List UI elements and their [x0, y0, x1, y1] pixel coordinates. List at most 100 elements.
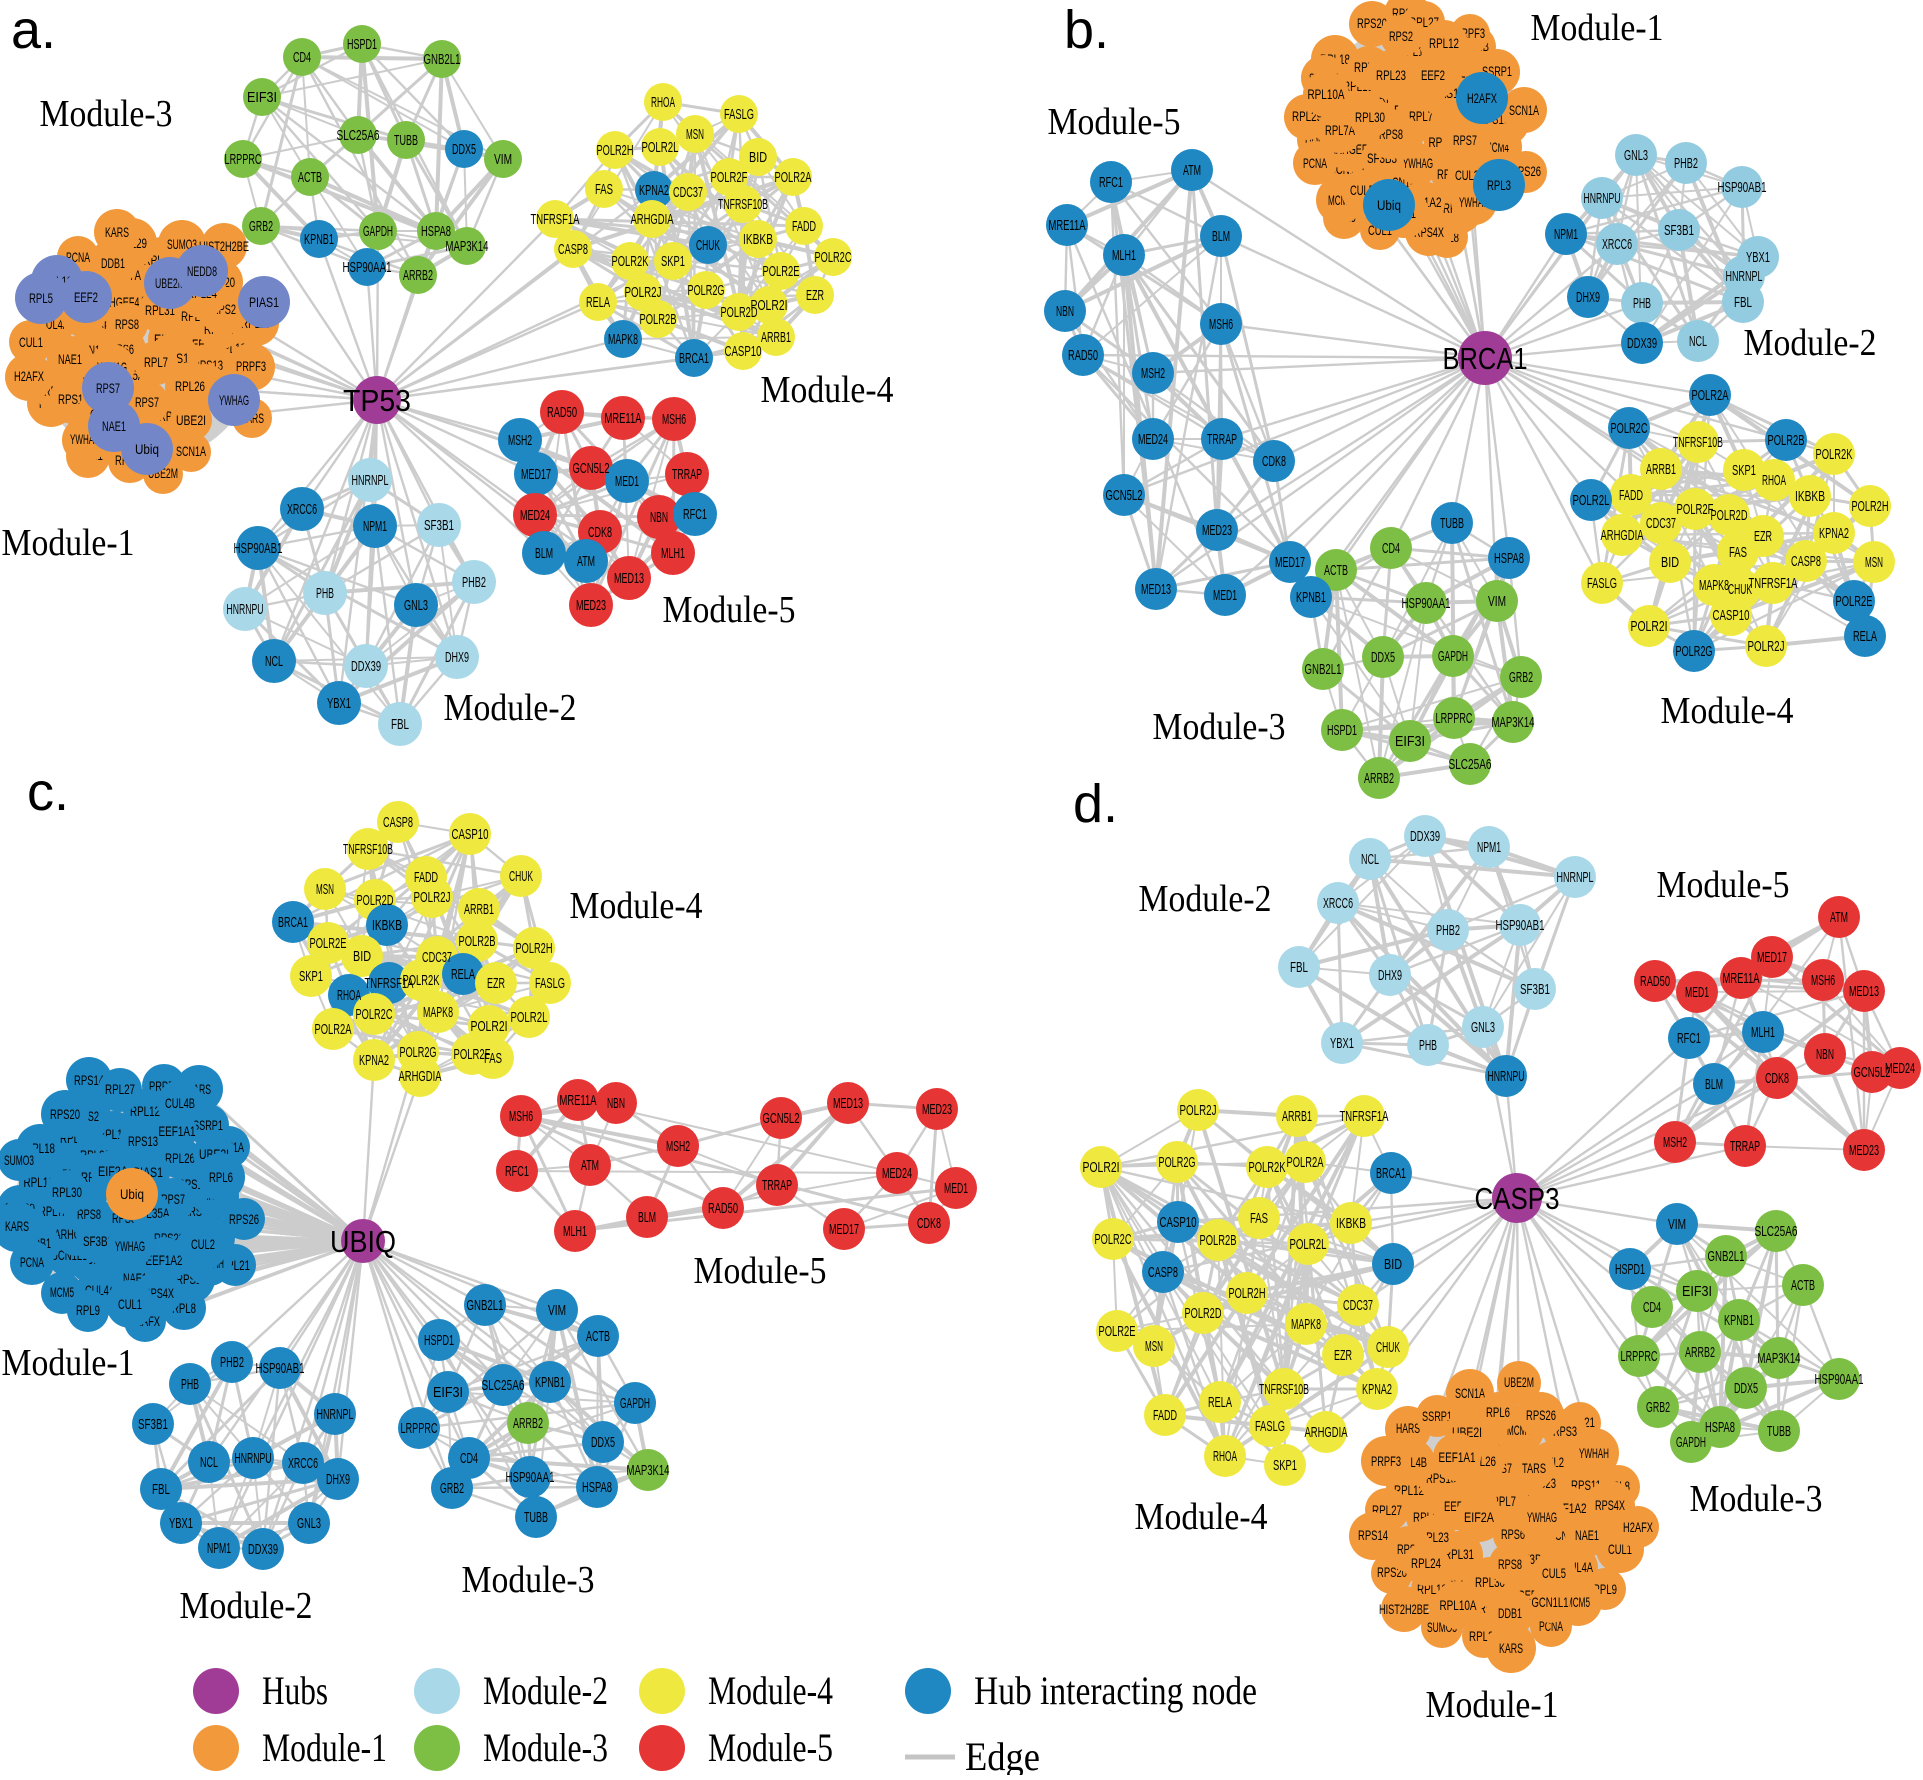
svg-text:MED23: MED23	[1849, 1142, 1879, 1159]
svg-text:ACTB: ACTB	[298, 169, 322, 186]
svg-text:MED13: MED13	[1141, 581, 1171, 598]
svg-text:RPL7: RPL7	[1409, 108, 1433, 124]
svg-text:NCL: NCL	[1689, 333, 1707, 350]
svg-text:RPL9: RPL9	[76, 1302, 100, 1318]
svg-text:TUBB: TUBB	[1767, 1423, 1791, 1440]
svg-text:DDB1: DDB1	[1498, 1605, 1522, 1621]
svg-text:GCN5L2: GCN5L2	[1106, 487, 1143, 504]
svg-text:POLR2D: POLR2D	[1711, 507, 1748, 524]
svg-text:TNFRSF10B: TNFRSF10B	[343, 841, 393, 858]
svg-text:CASP8: CASP8	[558, 241, 588, 258]
svg-text:POLR2D: POLR2D	[1185, 1305, 1222, 1322]
svg-text:EEF2: EEF2	[1421, 67, 1445, 83]
svg-text:MSH2: MSH2	[508, 432, 532, 449]
svg-text:MSH6: MSH6	[1209, 316, 1233, 333]
svg-text:TNFRSF10B: TNFRSF10B	[718, 196, 768, 213]
svg-text:CDK8: CDK8	[1765, 1070, 1789, 1087]
svg-text:Ubiq: Ubiq	[120, 1186, 144, 1202]
svg-text:VIM: VIM	[494, 151, 512, 168]
svg-text:DDX5: DDX5	[452, 141, 476, 158]
svg-text:NAE1: NAE1	[58, 351, 82, 367]
svg-text:CASP10: CASP10	[725, 343, 762, 360]
svg-text:RHOA: RHOA	[337, 987, 361, 1004]
svg-text:NAE1: NAE1	[1575, 1527, 1599, 1543]
svg-text:RHOA: RHOA	[1213, 1448, 1237, 1465]
svg-text:Module-3: Module-3	[462, 1559, 595, 1601]
svg-text:Module-5: Module-5	[708, 1725, 833, 1770]
svg-text:RPL12: RPL12	[1429, 35, 1459, 51]
svg-text:KARS: KARS	[5, 1218, 29, 1234]
svg-text:POLR2G: POLR2G	[400, 1044, 437, 1061]
svg-text:MLH1: MLH1	[1112, 247, 1136, 264]
svg-text:MED24: MED24	[1885, 1060, 1915, 1077]
svg-text:GCN5L2: GCN5L2	[573, 460, 610, 477]
svg-text:EIF3I: EIF3I	[433, 1384, 463, 1401]
svg-text:RPL10A: RPL10A	[1308, 86, 1345, 102]
svg-text:MRE11A: MRE11A	[605, 410, 642, 427]
svg-text:Module-4: Module-4	[1661, 690, 1794, 732]
svg-text:TUBB: TUBB	[1440, 515, 1464, 532]
svg-text:CASP8: CASP8	[1791, 553, 1821, 570]
svg-text:RPL26: RPL26	[175, 378, 205, 394]
svg-text:NPM1: NPM1	[1554, 226, 1578, 243]
svg-text:BID: BID	[1384, 1256, 1402, 1273]
svg-text:YWHAG: YWHAG	[219, 392, 249, 408]
svg-text:RFC1: RFC1	[1099, 174, 1123, 191]
svg-text:POLR2J: POLR2J	[1180, 1102, 1217, 1119]
svg-text:YWHAG: YWHAG	[1527, 1509, 1557, 1525]
svg-text:DHX9: DHX9	[326, 1471, 350, 1488]
svg-text:GNB2L1: GNB2L1	[424, 51, 461, 68]
svg-text:IKBKB: IKBKB	[372, 917, 402, 934]
svg-text:RELA: RELA	[586, 294, 610, 311]
svg-text:MSH6: MSH6	[662, 411, 686, 428]
svg-text:GCN5L2: GCN5L2	[1854, 1064, 1891, 1081]
svg-text:H2AFX: H2AFX	[1467, 90, 1497, 106]
svg-text:KPNB1: KPNB1	[304, 231, 334, 248]
svg-text:MAP3K14: MAP3K14	[627, 1462, 670, 1479]
svg-text:c.: c.	[27, 762, 69, 822]
svg-text:POLR2C: POLR2C	[1095, 1231, 1132, 1248]
svg-text:RPL6: RPL6	[1486, 1404, 1510, 1420]
svg-text:NCL: NCL	[265, 653, 283, 670]
svg-text:POLR2G: POLR2G	[1159, 1154, 1196, 1171]
svg-text:H2AFX: H2AFX	[1623, 1519, 1653, 1535]
svg-text:POLR2A: POLR2A	[775, 169, 812, 186]
svg-text:KARS: KARS	[105, 224, 129, 240]
svg-text:DDX39: DDX39	[1410, 828, 1440, 845]
svg-text:CASP10: CASP10	[1160, 1214, 1197, 1231]
svg-text:NPM1: NPM1	[1477, 839, 1501, 856]
svg-text:GCN1L1: GCN1L1	[1532, 1594, 1569, 1610]
svg-text:MED24: MED24	[520, 507, 550, 524]
svg-text:RPL12: RPL12	[130, 1103, 160, 1119]
svg-text:Module-4: Module-4	[570, 885, 703, 927]
svg-text:LRPPRC: LRPPRC	[1436, 710, 1473, 727]
svg-text:MED13: MED13	[1849, 983, 1879, 1000]
svg-text:Ubiq: Ubiq	[1377, 197, 1401, 213]
svg-text:POLR2K: POLR2K	[403, 972, 440, 989]
svg-text:RPL7A: RPL7A	[1325, 122, 1355, 138]
svg-text:POLR2G: POLR2G	[1676, 643, 1713, 660]
svg-text:MSN: MSN	[1145, 1338, 1163, 1355]
svg-text:MSH2: MSH2	[666, 1138, 690, 1155]
svg-text:Module-4: Module-4	[761, 369, 894, 411]
svg-text:POLR2J: POLR2J	[1748, 638, 1785, 655]
svg-text:PCNA: PCNA	[20, 1254, 44, 1270]
svg-text:CDC37: CDC37	[1646, 515, 1676, 532]
svg-text:TRRAP: TRRAP	[1730, 1138, 1760, 1155]
svg-text:GNL3: GNL3	[297, 1515, 321, 1532]
svg-text:HSP90AB1: HSP90AB1	[1718, 179, 1767, 196]
svg-text:POLR2I: POLR2I	[471, 1018, 508, 1035]
svg-text:SLC25A6: SLC25A6	[1755, 1223, 1798, 1240]
svg-text:RPS2: RPS2	[1389, 28, 1413, 44]
svg-text:RPL7: RPL7	[144, 354, 168, 370]
svg-text:PRPF3: PRPF3	[1371, 1453, 1401, 1469]
svg-text:d.: d.	[1073, 774, 1118, 834]
svg-text:CUL1: CUL1	[1608, 1541, 1632, 1557]
svg-text:FASLG: FASLG	[1587, 575, 1617, 592]
svg-text:MED23: MED23	[576, 597, 606, 614]
svg-text:HNRNPL: HNRNPL	[1726, 268, 1763, 285]
svg-text:Module-1: Module-1	[2, 522, 135, 564]
svg-text:TNFRSF1A: TNFRSF1A	[531, 211, 580, 228]
svg-text:POLR2K: POLR2K	[1249, 1159, 1286, 1176]
svg-text:EEF1A1: EEF1A1	[1439, 1449, 1476, 1465]
